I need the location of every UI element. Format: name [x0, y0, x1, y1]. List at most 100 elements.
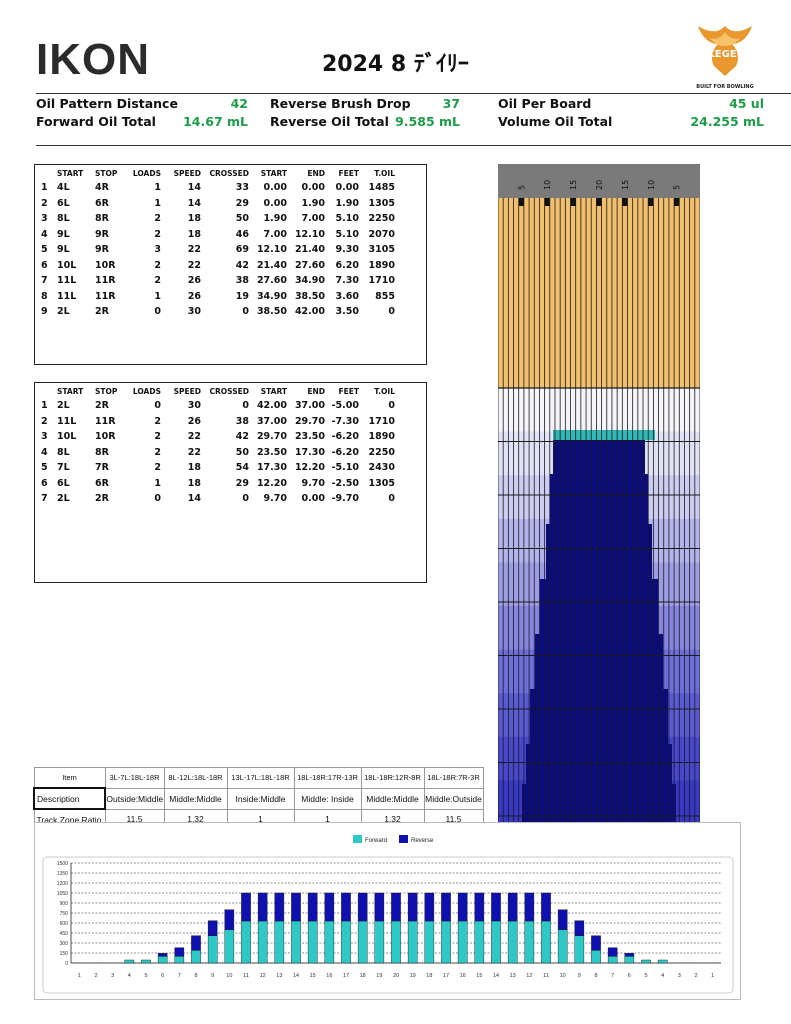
table-header-row: START STOP LOADS SPEED CROSSED START END… [39, 385, 395, 398]
table-cell: 2L [57, 493, 70, 505]
table-cell: 0 [242, 493, 249, 505]
summary-divider [36, 145, 791, 146]
lane-forward-edge [553, 430, 655, 440]
bar-forward [357, 920, 368, 964]
table-cell: 12.10 [294, 228, 325, 240]
table-cell: 9L [57, 244, 70, 256]
table-cell: 26 [187, 415, 201, 427]
zone-col-header: 13L-17L:18L-18R [226, 767, 295, 789]
y-tick-label: 600 [60, 921, 69, 927]
table-cell: 1 [154, 290, 161, 302]
table-cell: -6.20 [331, 446, 359, 458]
bar-reverse [574, 920, 585, 936]
table-cell: 6R [95, 197, 109, 209]
table-cell: 6 [41, 259, 48, 271]
table-cell: -6.20 [331, 431, 359, 443]
lane-arrow-label: 15 [621, 180, 630, 190]
description-cell: Inside:Middle [226, 787, 295, 810]
table-cell: 2 [41, 415, 48, 427]
table-cell: 5 [41, 244, 48, 256]
bar-reverse [491, 892, 501, 922]
lane-oil-core [553, 434, 645, 475]
lane-oil-core [530, 689, 668, 745]
bar-reverse [324, 892, 335, 922]
table-cell: 2 [41, 197, 48, 209]
table-cell: 17.30 [256, 462, 287, 474]
table-cell: 23.50 [256, 446, 287, 458]
table-cell: 9L [57, 228, 70, 240]
col-end: END [307, 387, 325, 396]
table-cell: 5.10 [335, 228, 359, 240]
table-cell: 7 [41, 493, 48, 505]
bar-forward [641, 959, 651, 964]
table-cell: 42.00 [294, 306, 325, 318]
table-cell: 8 [41, 290, 48, 302]
table-cell: 11R [95, 415, 116, 427]
x-tick-label: 2 [94, 973, 97, 979]
bar-forward [374, 920, 385, 964]
track-zone-table-wrap: Item 3L-7L:18L-18R 8L-12L:18L-18R 13L-17… [33, 767, 484, 830]
description-cell: Middle:Middle [163, 787, 228, 810]
forward-pass-table: START STOP LOADS SPEED CROSSED START END… [39, 167, 395, 320]
table-cell: 0.00 [301, 182, 325, 194]
table-row: 8 11L 11R 1 26 19 34.90 38.50 3.60 855 [39, 289, 395, 305]
description-row: Description Outside:Middle Middle:Middle… [33, 787, 484, 810]
table-cell: 0 [154, 400, 161, 412]
table-cell: 0 [388, 493, 395, 505]
table-cell: 11L [57, 290, 77, 302]
table-cell: -9.70 [331, 493, 359, 505]
bar-reverse [441, 892, 451, 922]
table-cell: 11L [57, 275, 77, 287]
table-cell: 26 [187, 290, 201, 302]
x-tick-label: 6 [628, 973, 631, 979]
table-cell: 46 [235, 228, 249, 240]
table-cell: 18 [187, 462, 201, 474]
table-row: 6 10L 10R 2 22 42 21.40 27.60 6.20 1890 [39, 258, 395, 274]
legend-reverse-swatch [399, 835, 408, 843]
bar-reverse [524, 892, 535, 922]
x-tick-label: 6 [161, 973, 164, 979]
bar-reverse [541, 892, 551, 922]
table-cell: 7R [95, 462, 109, 474]
table-cell: 2 [154, 275, 161, 287]
bar-forward [391, 920, 401, 964]
x-tick-label: 9 [211, 973, 214, 979]
table-cell: 4 [41, 446, 48, 458]
x-tick-label: 17 [443, 973, 449, 979]
x-tick-label: 12 [260, 973, 266, 979]
table-cell: 3.50 [335, 306, 359, 318]
bar-reverse [624, 953, 635, 957]
table-row: 3 8L 8R 2 18 50 1.90 7.00 5.10 2250 [39, 211, 395, 227]
x-tick-label: 14 [493, 973, 499, 979]
table-cell: 11L [57, 415, 77, 427]
col-start-ft: START [260, 169, 287, 178]
description-label-cell[interactable]: Description [33, 787, 106, 810]
table-cell: 2 [154, 446, 161, 458]
description-cell: Middle:Middle [360, 787, 425, 810]
table-cell: 2 [154, 415, 161, 427]
x-tick-label: 14 [293, 973, 299, 979]
table-cell: 3 [41, 213, 48, 225]
lane-arrow-label: 5 [673, 185, 682, 190]
table-cell: 10R [95, 431, 116, 443]
bar-forward [174, 956, 185, 964]
table-cell: 3.60 [335, 290, 359, 302]
oil-per-board-label: Oil Per Board [498, 96, 592, 111]
volume-oil-total-label: Volume Oil Total [498, 114, 613, 129]
bar-forward [157, 956, 168, 964]
x-tick-label: 12 [526, 973, 532, 979]
y-tick-label: 150 [60, 951, 69, 957]
table-cell: 855 [375, 290, 395, 302]
table-cell: 8R [95, 446, 109, 458]
table-cell: 1 [154, 182, 161, 194]
bar-forward [607, 956, 618, 964]
table-cell: 7L [57, 462, 70, 474]
bar-forward [491, 920, 501, 964]
forward-oil-total-label: Forward Oil Total [36, 114, 156, 129]
table-cell: 27.60 [256, 275, 287, 287]
y-tick-label: 1500 [57, 861, 68, 867]
col-loads: LOADS [132, 387, 161, 396]
x-tick-label: 5 [644, 973, 647, 979]
bar-forward [341, 920, 351, 964]
table-row: 4 9L 9R 2 18 46 7.00 12.10 5.10 2070 [39, 227, 395, 243]
